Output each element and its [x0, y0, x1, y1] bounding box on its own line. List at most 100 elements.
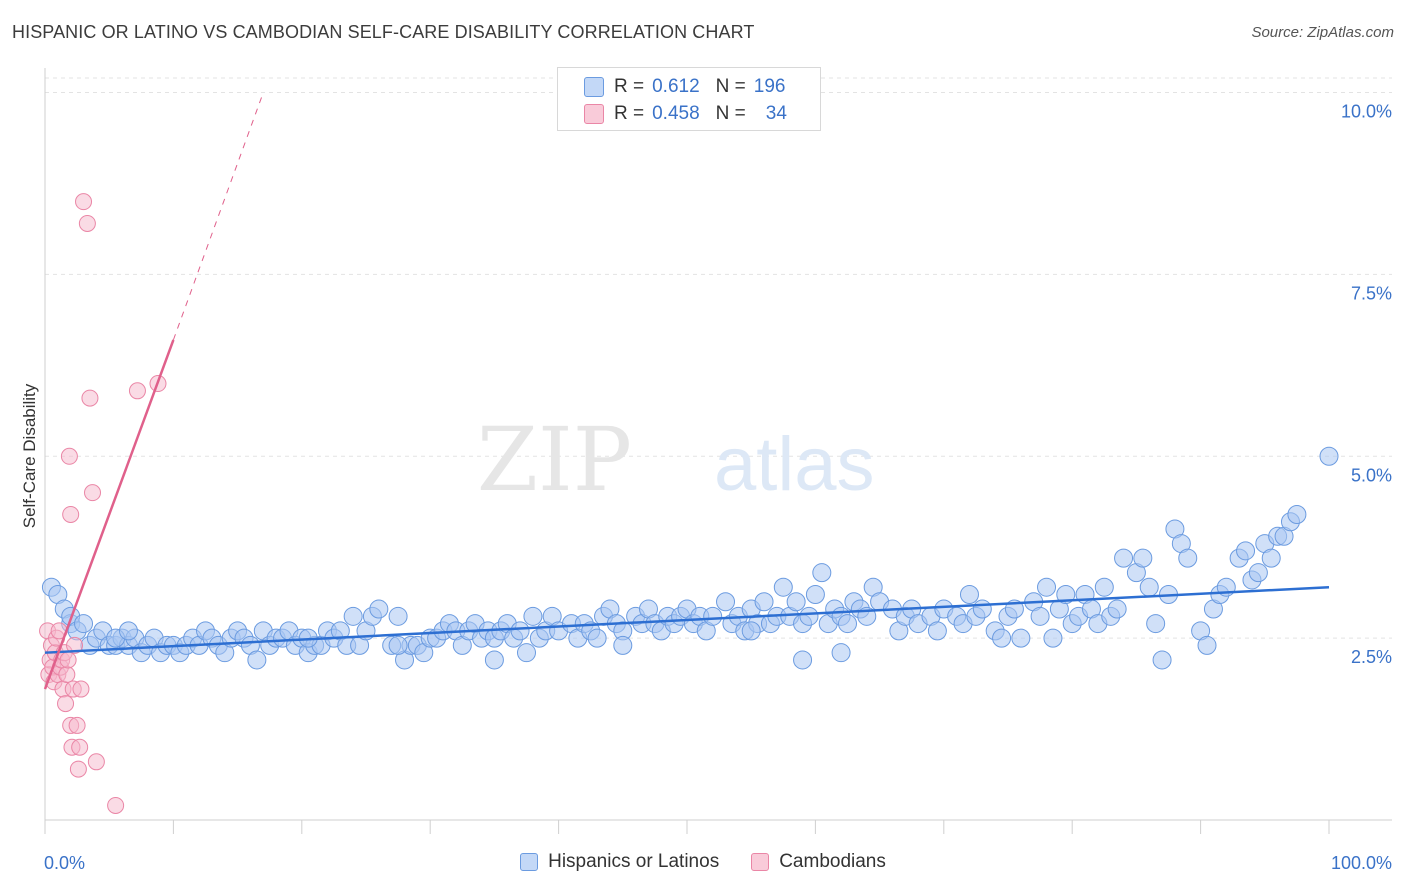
- cambodian-point: [128, 382, 146, 400]
- correlation-legend: R = 0.612 N = 196 R = 0.458 N = 34: [557, 67, 821, 131]
- n-label: N =: [715, 103, 746, 124]
- cambodian-point: [62, 505, 80, 523]
- hispanic-point: [1287, 504, 1307, 524]
- tick-label-layer: 2.5% 5.0% 7.5% 10.0% 0.0% 100.0%: [44, 102, 1392, 873]
- trend-layer: [43, 92, 1330, 690]
- hispanic-point: [1011, 628, 1031, 648]
- hispanic-point: [992, 628, 1012, 648]
- hispanic-point: [1236, 541, 1256, 561]
- hispanic-point: [1178, 548, 1198, 568]
- cambodian-point: [71, 738, 89, 756]
- legend-swatch-blue: [584, 77, 604, 97]
- cambodian-trendline: [43, 339, 175, 690]
- legend-swatch-blue: [520, 853, 539, 871]
- legend-row-hispanic: R = 0.612 N = 196: [584, 76, 785, 98]
- hispanic-point: [838, 614, 857, 634]
- legend-item-hispanic[interactable]: Hispanics or Latinos: [520, 851, 719, 873]
- hispanic-point: [703, 606, 723, 626]
- legend-label-cambodian: Cambodians: [779, 851, 886, 872]
- cambodian-point: [68, 716, 86, 734]
- hispanic-point: [343, 606, 363, 626]
- hispanic-point: [388, 606, 408, 626]
- legend-swatch-pink: [751, 853, 770, 871]
- legend-item-cambodian[interactable]: Cambodians: [751, 851, 886, 873]
- legend-row-cambodian: R = 0.458 N = 34: [584, 103, 787, 125]
- hispanic-point: [388, 635, 408, 655]
- hispanic-point: [517, 643, 536, 663]
- cambodian-point: [69, 760, 87, 778]
- y-axis-label: Self-Care Disability: [20, 383, 39, 528]
- hispanic-point: [773, 577, 793, 597]
- series-legend: Hispanics or Latinos Cambodians: [0, 851, 1406, 873]
- hispanic-point: [587, 628, 607, 648]
- x-tick-label: 100.0%: [1331, 853, 1392, 873]
- cambodian-point: [107, 796, 125, 814]
- n-label: N =: [715, 76, 746, 97]
- hispanic-point: [959, 584, 979, 604]
- hispanic-point: [1248, 563, 1268, 583]
- hispanic-point: [1030, 606, 1050, 626]
- hispanic-point: [786, 592, 806, 612]
- hispanic-point: [812, 563, 832, 583]
- hispanic-point: [613, 635, 633, 655]
- hispanic-point: [118, 621, 138, 641]
- cambodian-point: [84, 484, 102, 502]
- hispanic-point: [510, 621, 530, 641]
- hispanic-point: [1319, 446, 1339, 466]
- hispanic-point: [1056, 584, 1076, 604]
- cambodian-point: [78, 214, 96, 232]
- hispanic-point: [523, 606, 543, 626]
- legend-label-hispanic: Hispanics or Latinos: [548, 851, 720, 872]
- cambodian-point: [66, 636, 84, 654]
- r-value: 0.458: [652, 103, 700, 124]
- hispanic-point: [1146, 614, 1166, 634]
- r-label: R =: [614, 103, 645, 124]
- y-tick-label: 10.0%: [1341, 102, 1392, 122]
- hispanic-point: [1261, 548, 1281, 568]
- hispanic-point: [741, 621, 761, 641]
- hispanic-point: [799, 606, 819, 626]
- hispanic-point: [369, 599, 389, 619]
- cambodian-point: [60, 447, 78, 465]
- cambodian-point: [59, 651, 77, 669]
- legend-swatch-pink: [584, 104, 604, 124]
- hispanic-point: [805, 584, 825, 604]
- cambodian-point: [58, 666, 76, 684]
- hispanic-point: [484, 650, 504, 670]
- hispanic-point: [1037, 577, 1057, 597]
- cambodian-point: [81, 389, 99, 407]
- hispanic-point: [1152, 650, 1172, 670]
- source-label: Source: ZipAtlas.com: [1251, 24, 1394, 41]
- cambodian-point: [72, 680, 90, 698]
- cambodian-point: [57, 695, 75, 713]
- hispanic-point: [74, 614, 94, 634]
- hispanic-point: [1133, 548, 1153, 568]
- hispanic-point: [754, 592, 774, 612]
- hispanic-point: [1114, 548, 1134, 568]
- hispanic-point: [1094, 577, 1114, 597]
- y-tick-label: 7.5%: [1351, 283, 1392, 303]
- hispanic-point: [831, 643, 851, 663]
- series-hispanic-points: [41, 446, 1339, 670]
- y-tick-label: 5.0%: [1351, 465, 1392, 485]
- r-label: R =: [614, 76, 645, 97]
- cambodian-point: [75, 193, 93, 211]
- cambodian-trendline-extension: [172, 92, 264, 341]
- y-tick-label: 2.5%: [1351, 647, 1392, 667]
- hispanic-trendline: [44, 585, 1330, 654]
- watermark-atlas: atlas: [714, 422, 875, 507]
- r-value: 0.612: [652, 76, 700, 97]
- cambodian-point: [87, 753, 105, 771]
- series-cambodian-points: [39, 193, 167, 814]
- hispanic-point: [247, 650, 267, 670]
- axis-layer: [44, 68, 1392, 834]
- hispanic-point: [972, 599, 992, 619]
- hispanic-point: [1139, 577, 1159, 597]
- n-value: 196: [753, 76, 786, 97]
- hispanic-point: [1043, 628, 1063, 648]
- chart-title: HISPANIC OR LATINO VS CAMBODIAN SELF-CAR…: [12, 22, 755, 42]
- hispanic-point: [927, 621, 947, 641]
- hispanic-point: [1197, 635, 1217, 655]
- x-tick-label: 0.0%: [44, 853, 85, 873]
